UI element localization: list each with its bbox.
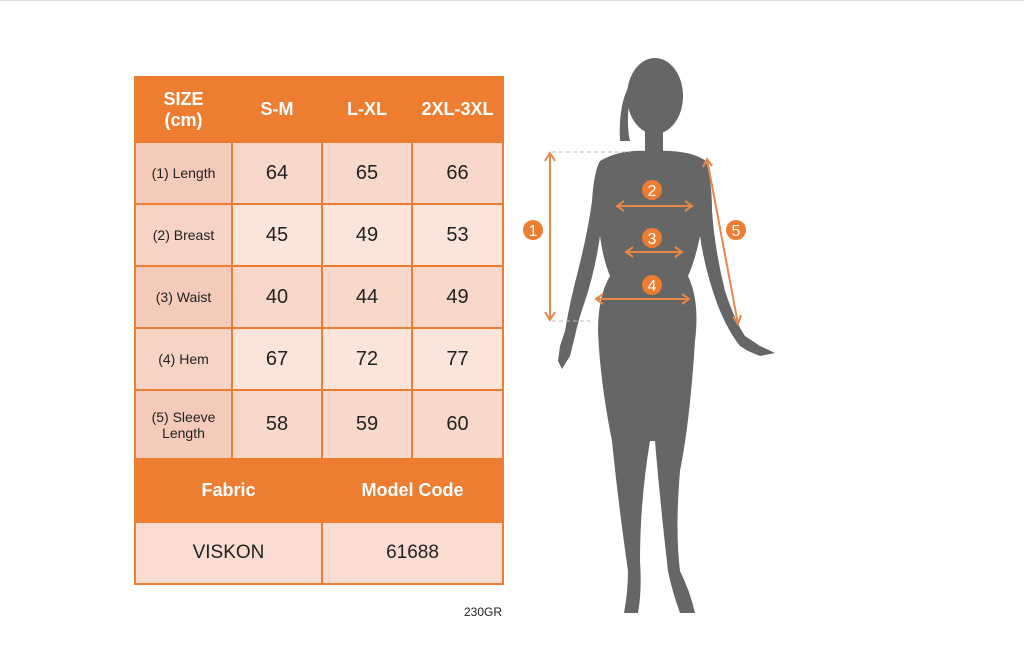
table-row: (5) Sleeve Length 58 59 60: [134, 389, 504, 460]
marker-2: [642, 180, 662, 200]
marker-4: [642, 275, 662, 295]
cell-value: 77: [411, 327, 504, 391]
size-header-line2: (cm): [164, 109, 203, 130]
marker-1-label: 1: [529, 223, 538, 240]
model-code-value: 61688: [321, 521, 504, 585]
marker-2-label: 2: [648, 183, 657, 200]
fabric-header-row: Fabric Model Code: [134, 458, 504, 523]
size-header: SIZE (cm): [134, 76, 233, 143]
body-silhouette-figure: 1 2 3 4 5: [523, 58, 775, 613]
row-label: (1) Length: [134, 141, 233, 205]
table-row: (2) Breast 45 49 53: [134, 203, 504, 267]
cell-value: 66: [411, 141, 504, 205]
table-row: (4) Hem 67 72 77: [134, 327, 504, 391]
marker-4-label: 4: [648, 278, 657, 295]
cell-value: 40: [231, 265, 323, 329]
weight-note: 230GR: [464, 605, 503, 619]
cell-value: 53: [411, 203, 504, 267]
cell-value: 60: [411, 389, 504, 460]
table-row: (3) Waist 40 44 49: [134, 265, 504, 329]
row-label: (5) Sleeve Length: [134, 389, 233, 460]
row-label: (3) Waist: [134, 265, 233, 329]
fabric-value: VISKON: [134, 521, 323, 585]
size-chart-table: SIZE (cm) S-M L-XL 2XL-3XL (1) Length 64 …: [134, 76, 504, 585]
cell-value: 58: [231, 389, 323, 460]
fabric-header: Fabric: [134, 458, 323, 523]
cell-value: 45: [231, 203, 323, 267]
guide-lines: [552, 151, 630, 322]
silhouette-icon: [558, 58, 775, 613]
marker-5: [726, 220, 746, 240]
header-row: SIZE (cm) S-M L-XL 2XL-3XL: [134, 76, 504, 143]
row-label: (4) Hem: [134, 327, 233, 391]
row-label: (2) Breast: [134, 203, 233, 267]
size-s-m-header: S-M: [231, 76, 323, 143]
cell-value: 44: [321, 265, 413, 329]
cell-value: 49: [321, 203, 413, 267]
measurement-arrows: [544, 151, 742, 327]
measurement-markers: 1 2 3 4 5: [523, 180, 746, 295]
fabric-value-row: VISKON 61688: [134, 521, 504, 585]
marker-1: [523, 220, 543, 240]
cell-value: 72: [321, 327, 413, 391]
cell-value: 59: [321, 389, 413, 460]
size-2xl-3xl-header: 2XL-3XL: [411, 76, 504, 143]
marker-3: [642, 228, 662, 248]
cell-value: 49: [411, 265, 504, 329]
cell-value: 65: [321, 141, 413, 205]
marker-5-label: 5: [732, 223, 741, 240]
cell-value: 67: [231, 327, 323, 391]
marker-3-label: 3: [648, 231, 657, 248]
cell-value: 64: [231, 141, 323, 205]
table-row: (1) Length 64 65 66: [134, 141, 504, 205]
size-l-xl-header: L-XL: [321, 76, 413, 143]
size-header-line1: SIZE: [163, 88, 204, 109]
model-code-header: Model Code: [321, 458, 504, 523]
